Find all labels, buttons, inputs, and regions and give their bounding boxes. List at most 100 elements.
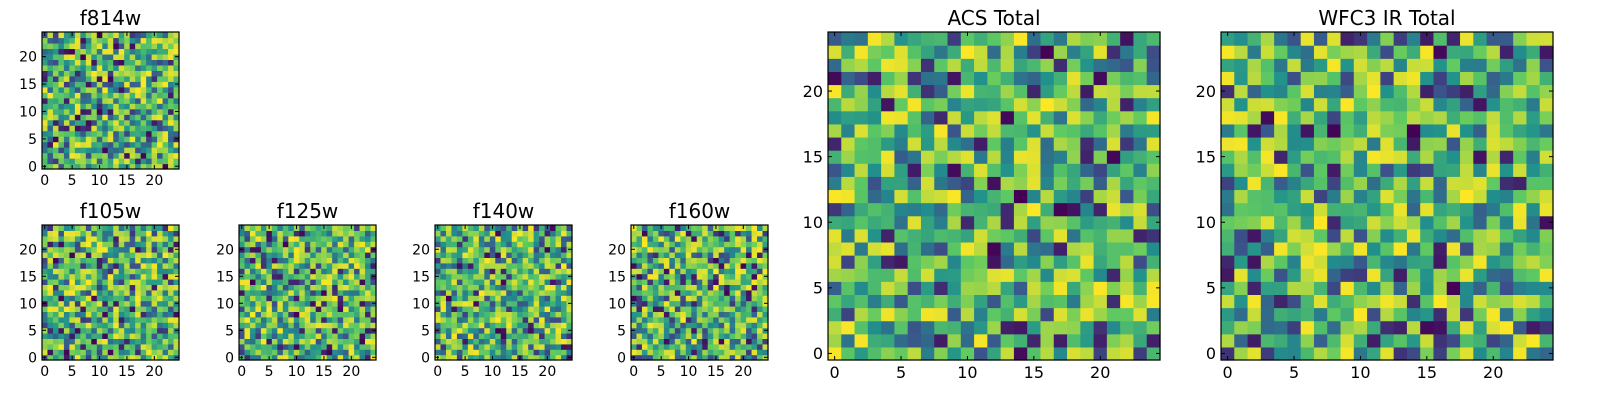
heatmap-cell — [663, 241, 670, 248]
heatmap-cell — [96, 322, 103, 329]
heatmap-cell — [1327, 346, 1342, 361]
heatmap-cell — [828, 123, 842, 138]
heatmap-cell — [489, 279, 496, 285]
heatmap-cell — [1393, 123, 1408, 138]
heatmap-cell — [1353, 281, 1368, 295]
heatmap-cell — [1499, 176, 1514, 191]
heatmap-cell — [1133, 268, 1148, 282]
heatmap-cell — [266, 279, 273, 285]
heatmap-cell — [934, 333, 949, 348]
heatmap-cell — [751, 289, 758, 296]
heatmap-cell — [315, 349, 322, 356]
heatmap-cell — [52, 343, 60, 350]
heatmap-cell — [239, 343, 246, 350]
heatmap-cell — [146, 125, 153, 132]
heatmap-cell — [724, 241, 731, 248]
heatmap-cell — [162, 114, 169, 121]
heatmap-cell — [102, 333, 109, 339]
heatmap-cell — [462, 252, 469, 258]
heatmap-cell — [96, 37, 103, 44]
heatmap-cell — [1353, 189, 1368, 204]
heatmap-cell — [947, 320, 962, 335]
heatmap-cell — [495, 273, 502, 280]
heatmap-cell — [129, 64, 136, 71]
heatmap-cell — [140, 152, 147, 159]
heatmap-cell — [1027, 45, 1042, 59]
heatmap-cell — [451, 246, 458, 253]
heatmap-cell — [370, 343, 377, 350]
heatmap-cell — [1486, 228, 1501, 243]
heatmap-cell — [326, 273, 333, 280]
heatmap-cell — [260, 327, 267, 334]
heatmap-cell — [1420, 333, 1435, 348]
heatmap-cell — [63, 338, 70, 345]
heatmap-cell — [947, 268, 962, 282]
heatmap-cell — [69, 48, 76, 55]
heatmap-cell — [343, 343, 350, 350]
heatmap-cell — [113, 354, 120, 361]
heatmap-cell — [517, 306, 524, 312]
heatmap-cell — [828, 189, 842, 204]
heatmap-cell — [1120, 241, 1135, 256]
heatmap-cell — [544, 262, 551, 269]
heatmap-cell — [647, 268, 654, 275]
heatmap-cell — [934, 202, 949, 217]
heatmap-cell — [702, 349, 709, 356]
heatmap-cell — [337, 338, 344, 345]
heatmap-cell — [489, 252, 496, 258]
heatmap-cell — [162, 322, 169, 329]
heatmap-cell — [107, 354, 114, 361]
heatmap-cell — [135, 322, 142, 329]
heatmap-cell — [828, 268, 842, 282]
heatmap-cell — [1260, 281, 1275, 295]
heatmap-cell — [751, 354, 758, 361]
heatmap-cell — [724, 322, 731, 329]
heatmap-cell — [517, 316, 524, 323]
heatmap-cell — [304, 262, 311, 269]
heatmap-cell — [1499, 58, 1514, 72]
heatmap-cell — [974, 58, 988, 72]
heatmap-cell — [1446, 84, 1461, 99]
heatmap-cell — [462, 230, 469, 237]
heatmap-cell — [42, 322, 49, 329]
heatmap-cell — [124, 327, 131, 334]
heatmap-cell — [652, 252, 659, 258]
heatmap-cell — [315, 354, 322, 361]
heatmap-cell — [746, 322, 753, 329]
heatmap-cell — [129, 103, 136, 110]
heatmap-cell — [140, 333, 147, 339]
heatmap-cell — [1340, 84, 1355, 99]
heatmap-cell — [277, 343, 284, 350]
heatmap-cell — [63, 59, 70, 66]
heatmap-cell — [740, 273, 747, 280]
heatmap-cell — [304, 354, 311, 361]
heatmap-cell — [1367, 32, 1381, 46]
heatmap-cell — [746, 343, 753, 350]
heatmap-cell — [751, 230, 758, 237]
heatmap-cell — [828, 163, 842, 177]
heatmap-cell — [894, 84, 909, 99]
heatmap-cell — [244, 268, 251, 275]
heatmap-cell — [467, 252, 474, 258]
heatmap-cell — [511, 225, 518, 231]
chart-title: f105w — [80, 199, 142, 223]
heatmap-cell — [1120, 294, 1135, 309]
heatmap-cell — [1420, 346, 1435, 361]
heatmap-cell — [1473, 202, 1488, 217]
heatmap-cell — [960, 58, 975, 72]
heatmap-cell — [47, 119, 54, 126]
heatmap-cell — [636, 268, 643, 275]
heatmap-cell — [1433, 71, 1448, 86]
heatmap-cell — [1247, 84, 1262, 99]
heatmap-cell — [451, 338, 458, 345]
heatmap-cell — [1406, 346, 1421, 361]
heatmap-cell — [1420, 268, 1435, 282]
heatmap-cell — [277, 306, 284, 312]
heatmap-cell — [1274, 268, 1288, 282]
heatmap-cell — [359, 333, 366, 339]
heatmap-cell — [920, 84, 935, 99]
heatmap-cell — [1327, 320, 1342, 335]
heatmap-cell — [522, 349, 529, 356]
heatmap-cell — [96, 316, 103, 323]
heatmap-cell — [102, 147, 109, 154]
